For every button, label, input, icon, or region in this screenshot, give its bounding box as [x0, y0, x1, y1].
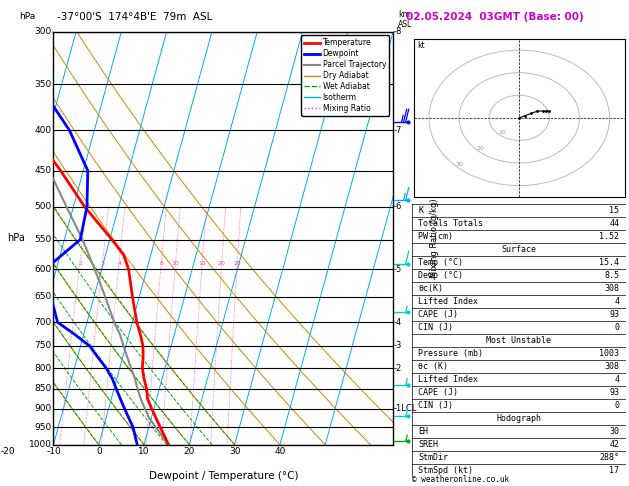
Text: K: K [418, 206, 423, 215]
Text: 1003: 1003 [599, 349, 620, 358]
Text: -2: -2 [394, 364, 402, 373]
Text: 3: 3 [101, 260, 104, 266]
Text: 10: 10 [138, 447, 150, 456]
Text: 8: 8 [160, 260, 164, 266]
Text: 0: 0 [615, 323, 620, 332]
Text: 44: 44 [610, 219, 620, 228]
Text: PW (cm): PW (cm) [418, 232, 454, 241]
Text: -10: -10 [46, 447, 61, 456]
Text: 02.05.2024  03GMT (Base: 00): 02.05.2024 03GMT (Base: 00) [406, 12, 584, 22]
Text: Dewpoint / Temperature (°C): Dewpoint / Temperature (°C) [148, 471, 298, 482]
Text: -1LCL: -1LCL [394, 404, 417, 413]
Text: 800: 800 [35, 364, 52, 373]
Text: -7: -7 [394, 126, 402, 135]
Text: 30: 30 [455, 162, 463, 167]
Text: 10: 10 [498, 130, 506, 135]
Text: 4: 4 [615, 297, 620, 306]
Text: CAPE (J): CAPE (J) [418, 388, 459, 397]
Text: StmSpd (kt): StmSpd (kt) [418, 466, 474, 475]
Text: Most Unstable: Most Unstable [486, 336, 552, 345]
Text: 1.52: 1.52 [599, 232, 620, 241]
Text: 40: 40 [274, 447, 286, 456]
Text: CAPE (J): CAPE (J) [418, 310, 459, 319]
Text: 93: 93 [610, 310, 620, 319]
Text: © weatheronline.co.uk: © weatheronline.co.uk [412, 474, 509, 484]
Text: 400: 400 [35, 126, 52, 135]
Text: -37°00'S  174°4B'E  79m  ASL: -37°00'S 174°4B'E 79m ASL [57, 12, 212, 22]
Text: -8: -8 [394, 27, 402, 36]
Text: 650: 650 [35, 293, 52, 301]
Text: 750: 750 [35, 342, 52, 350]
Text: CIN (J): CIN (J) [418, 401, 454, 410]
Text: 950: 950 [35, 423, 52, 432]
Text: 20: 20 [477, 146, 484, 151]
Text: 30: 30 [610, 427, 620, 436]
Text: -5: -5 [394, 265, 402, 274]
Text: 700: 700 [35, 318, 52, 327]
Text: -3: -3 [394, 342, 402, 350]
Text: -20: -20 [1, 447, 16, 456]
Text: 20: 20 [218, 260, 226, 266]
Text: Surface: Surface [501, 245, 537, 254]
Legend: Temperature, Dewpoint, Parcel Trajectory, Dry Adiabat, Wet Adiabat, Isotherm, Mi: Temperature, Dewpoint, Parcel Trajectory… [301, 35, 389, 116]
Text: -6: -6 [394, 202, 402, 211]
Text: 15: 15 [610, 206, 620, 215]
Text: Mixing Ratio (g/kg): Mixing Ratio (g/kg) [430, 198, 438, 278]
Text: CIN (J): CIN (J) [418, 323, 454, 332]
Text: 308: 308 [604, 362, 620, 371]
Text: 25: 25 [233, 260, 242, 266]
Text: Dewp (°C): Dewp (°C) [418, 271, 464, 280]
Text: 1000: 1000 [29, 440, 52, 449]
Text: 30: 30 [229, 447, 240, 456]
Text: θc (K): θc (K) [418, 362, 448, 371]
Text: 93: 93 [610, 388, 620, 397]
Text: SREH: SREH [418, 440, 438, 449]
Text: 8.5: 8.5 [604, 271, 620, 280]
Text: 0: 0 [96, 447, 102, 456]
Text: -4: -4 [394, 318, 402, 327]
Text: Hodograph: Hodograph [496, 414, 542, 423]
Text: kt: kt [417, 41, 425, 50]
Text: 10: 10 [172, 260, 179, 266]
Text: 900: 900 [35, 404, 52, 413]
Text: 17: 17 [610, 466, 620, 475]
Text: 500: 500 [35, 202, 52, 211]
Text: EH: EH [418, 427, 428, 436]
Text: Pressure (mb): Pressure (mb) [418, 349, 484, 358]
Text: 15: 15 [199, 260, 206, 266]
Text: 300: 300 [35, 27, 52, 36]
Text: 4: 4 [615, 375, 620, 384]
Text: Lifted Index: Lifted Index [418, 375, 479, 384]
Text: θc(K): θc(K) [418, 284, 443, 293]
Text: 42: 42 [610, 440, 620, 449]
Text: 350: 350 [35, 80, 52, 89]
Text: 4: 4 [118, 260, 121, 266]
Text: 15.4: 15.4 [599, 258, 620, 267]
Text: 2: 2 [78, 260, 82, 266]
Text: 308: 308 [604, 284, 620, 293]
Text: Lifted Index: Lifted Index [418, 297, 479, 306]
Text: Totals Totals: Totals Totals [418, 219, 484, 228]
Text: 600: 600 [35, 265, 52, 274]
Text: 450: 450 [35, 166, 52, 175]
Text: Temp (°C): Temp (°C) [418, 258, 464, 267]
Text: 0: 0 [615, 401, 620, 410]
Text: hPa: hPa [7, 233, 25, 243]
Text: hPa: hPa [19, 12, 35, 21]
Text: 20: 20 [184, 447, 195, 456]
Text: 288°: 288° [599, 453, 620, 462]
Text: StmDir: StmDir [418, 453, 448, 462]
Text: 550: 550 [35, 235, 52, 244]
Text: 850: 850 [35, 384, 52, 394]
Text: km
ASL: km ASL [398, 10, 413, 29]
